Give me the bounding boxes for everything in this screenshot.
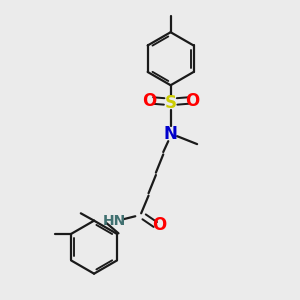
Text: O: O xyxy=(152,216,166,234)
Text: O: O xyxy=(142,92,157,110)
Text: O: O xyxy=(185,92,199,110)
Text: HN: HN xyxy=(103,214,126,228)
Text: S: S xyxy=(165,94,177,112)
Text: N: N xyxy=(164,125,178,143)
